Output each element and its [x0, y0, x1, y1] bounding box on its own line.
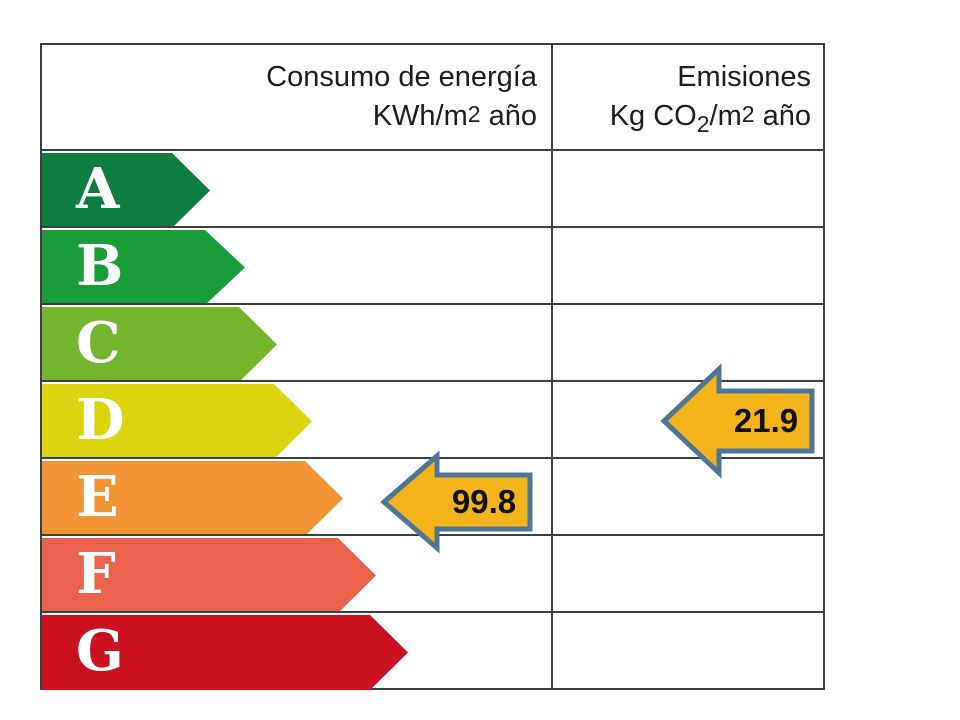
- table-header: Consumo de energía KWh/m2 año Emisiones …: [42, 45, 823, 149]
- consumption-indicator-arrow: 99.8: [380, 450, 533, 554]
- rating-letter-E: E: [76, 464, 119, 530]
- band-arrow-shape-D: [42, 384, 312, 459]
- band-arrow-shape-E: [42, 461, 343, 536]
- left-arrow-icon: [660, 363, 815, 479]
- emissions-indicator-arrow: 21.9: [660, 363, 815, 479]
- rating-band-D: D: [42, 380, 823, 459]
- band-arrow-shape-F: [42, 538, 376, 613]
- rating-letter-G: G: [76, 618, 124, 684]
- band-arrow-shape-B: [42, 230, 245, 305]
- emissions-value: 21.9: [734, 402, 798, 439]
- rating-band-A: A: [42, 149, 823, 228]
- rating-letter-B: B: [76, 233, 124, 299]
- consumption-value: 99.8: [452, 483, 516, 520]
- rating-letter-C: C: [76, 310, 121, 376]
- column-divider-line: [551, 45, 553, 688]
- consumption-header-units: KWh/m2 año: [372, 99, 537, 132]
- band-arrow-shape-A: [42, 153, 210, 228]
- consumption-header-line1: Consumo de energía: [266, 60, 537, 93]
- emissions-header-line1: Emisiones: [677, 60, 811, 93]
- rating-band-G: G: [42, 611, 823, 690]
- rating-band-C: C: [42, 303, 823, 382]
- left-arrow-icon: [380, 450, 533, 554]
- rating-letter-D: D: [76, 387, 125, 453]
- rating-band-B: B: [42, 226, 823, 305]
- rating-letter-A: A: [76, 156, 120, 222]
- band-arrow-shape-G: [42, 615, 408, 690]
- emissions-header-units: Kg CO2/m2 año: [609, 99, 811, 137]
- emissions-column-header: Emisiones Kg CO2/m2 año: [553, 45, 823, 149]
- rating-table: Consumo de energía KWh/m2 año Emisiones …: [40, 43, 825, 690]
- rating-letter-F: F: [76, 541, 116, 607]
- consumption-column-header: Consumo de energía KWh/m2 año: [42, 45, 551, 149]
- band-arrow-shape-C: [42, 307, 277, 382]
